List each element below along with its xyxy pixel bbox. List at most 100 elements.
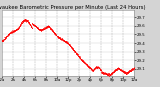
Point (6, 34, 9, 35)
Point (43, 27, 45, 28)
Point (127, 71, 129, 73)
Point (78, 57, 81, 58)
Point (71, 47, 74, 48)
Point (116, 67, 119, 68)
Point (15, 28, 18, 29)
Point (28, 22, 30, 24)
Point (9, 32, 12, 33)
Point (124, 72, 126, 73)
Point (4, 37, 7, 38)
Point (51, 30, 54, 31)
Point (65, 42, 68, 44)
Point (75, 53, 78, 54)
Point (132, 68, 135, 69)
Point (46, 26, 48, 27)
Point (89, 68, 92, 69)
Point (73, 51, 76, 53)
Point (51, 29, 53, 31)
Point (3, 39, 5, 40)
Point (44, 27, 47, 28)
Point (92, 68, 95, 70)
Point (111, 73, 113, 74)
Point (78, 57, 81, 58)
Point (25, 20, 28, 22)
Point (38, 29, 41, 31)
Point (19, 25, 21, 26)
Point (122, 71, 124, 72)
Point (94, 67, 96, 68)
Point (30, 26, 32, 27)
Point (74, 52, 77, 53)
Point (26, 20, 29, 21)
Point (91, 69, 93, 70)
Point (91, 69, 94, 70)
Point (29, 24, 31, 25)
Point (63, 40, 65, 42)
Point (24, 19, 27, 20)
Point (116, 68, 118, 69)
Point (60, 38, 63, 40)
Point (32, 24, 35, 25)
Point (87, 65, 90, 66)
Point (24, 19, 27, 20)
Point (70, 47, 73, 49)
Point (79, 58, 81, 59)
Point (84, 63, 87, 64)
Point (65, 41, 68, 43)
Point (93, 68, 95, 70)
Point (17, 27, 20, 29)
Point (46, 26, 49, 27)
Point (118, 68, 121, 70)
Point (54, 32, 57, 34)
Point (7, 33, 10, 35)
Point (34, 25, 36, 26)
Point (79, 57, 82, 58)
Point (130, 69, 132, 70)
Point (74, 52, 77, 54)
Point (35, 25, 38, 27)
Point (25, 20, 28, 21)
Point (127, 72, 129, 73)
Point (84, 62, 86, 63)
Point (52, 30, 54, 31)
Point (128, 71, 130, 72)
Point (73, 50, 76, 52)
Point (82, 61, 85, 62)
Point (111, 71, 114, 73)
Point (39, 29, 41, 30)
Point (77, 56, 80, 57)
Point (86, 65, 89, 66)
Point (65, 42, 67, 43)
Point (23, 20, 25, 21)
Point (133, 68, 135, 69)
Point (88, 66, 91, 67)
Point (96, 67, 99, 68)
Point (36, 27, 39, 28)
Point (16, 28, 19, 30)
Point (113, 70, 116, 71)
Point (25, 20, 27, 21)
Point (99, 69, 102, 70)
Point (81, 59, 84, 60)
Point (110, 73, 112, 74)
Point (93, 68, 95, 69)
Point (35, 26, 38, 27)
Point (29, 24, 32, 26)
Point (34, 26, 37, 27)
Point (44, 26, 47, 27)
Point (54, 33, 56, 34)
Point (47, 25, 50, 27)
Point (36, 27, 38, 28)
Point (87, 65, 89, 66)
Point (46, 26, 49, 28)
Point (5, 36, 7, 37)
Point (93, 68, 96, 69)
Point (72, 49, 75, 50)
Point (60, 38, 63, 39)
Point (96, 67, 99, 69)
Point (68, 45, 71, 46)
Point (50, 28, 53, 30)
Point (47, 26, 49, 28)
Point (103, 73, 105, 74)
Point (37, 28, 39, 29)
